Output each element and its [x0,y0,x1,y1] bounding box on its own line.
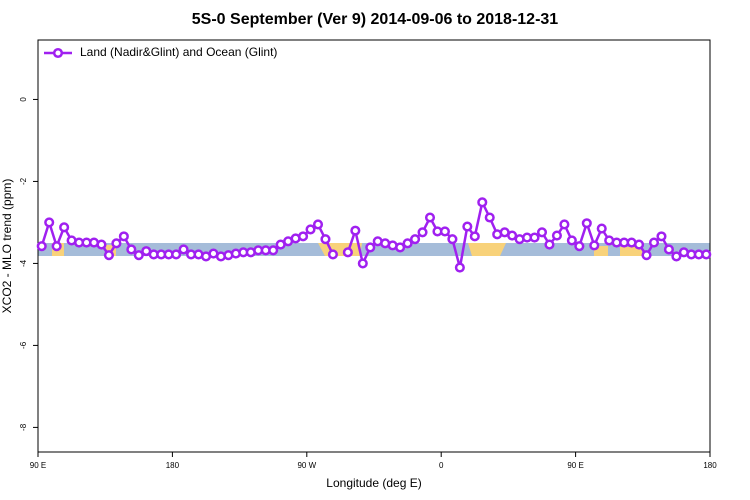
point [44,217,55,228]
x-axis-label: Longitude (deg E) [326,476,421,490]
point [410,234,421,245]
x-tick-label: 90 E [30,461,46,470]
x-tick-label: 0 [439,461,444,470]
point [327,249,338,260]
land-band [620,247,642,256]
point [656,231,667,242]
point [96,239,107,250]
x-tick-label: 90 W [297,461,316,470]
point [36,241,47,252]
legend-marker [52,47,64,59]
chart-title: 5S-0 September (Ver 9) 2014-09-06 to 201… [192,11,559,28]
y-axis-label: XCO2 - MLO trend (ppm) [0,179,14,314]
point [559,219,570,230]
point [365,242,376,253]
point [551,230,562,241]
point [417,227,428,238]
point [51,241,62,252]
point [462,221,473,232]
point [589,240,600,251]
point [507,230,518,241]
point [477,197,488,208]
y-tick-label: -4 [19,259,28,267]
point [529,232,540,243]
point [536,227,548,238]
point [357,258,368,269]
land-band [594,246,608,256]
point [59,222,70,233]
point [424,212,436,223]
point [566,235,577,246]
point [305,224,316,235]
y-tick-label: 0 [19,97,28,102]
point [320,234,331,245]
point [402,238,413,249]
point [103,250,114,261]
point [641,250,652,261]
point [701,249,712,260]
point [574,241,585,252]
point [171,249,182,260]
x-tick-label: 90 E [567,461,583,470]
point [178,244,189,255]
x-tick-label: 180 [703,461,717,470]
x-tick-label: 180 [166,461,180,470]
point [133,250,144,261]
land-band [318,243,362,256]
point [342,247,353,258]
point [447,234,458,245]
point [484,212,495,223]
point [634,239,645,250]
land-band [468,243,506,256]
point [268,245,279,256]
legend-label: Land (Nadir&Glint) and Ocean (Glint) [80,45,277,59]
point [596,223,607,234]
y-tick-label: -6 [19,341,28,349]
point [312,219,324,230]
point [648,237,660,248]
y-tick-label: -8 [19,423,28,431]
point [126,244,137,255]
point [454,262,465,273]
point [663,244,674,255]
point [111,238,122,249]
point [298,231,309,242]
point [395,242,406,253]
y-tick-label: -2 [19,177,28,185]
point [350,225,361,236]
point [671,251,682,262]
point [469,231,480,242]
point [439,226,450,237]
point [118,231,129,242]
point [581,218,592,229]
point [544,239,555,250]
